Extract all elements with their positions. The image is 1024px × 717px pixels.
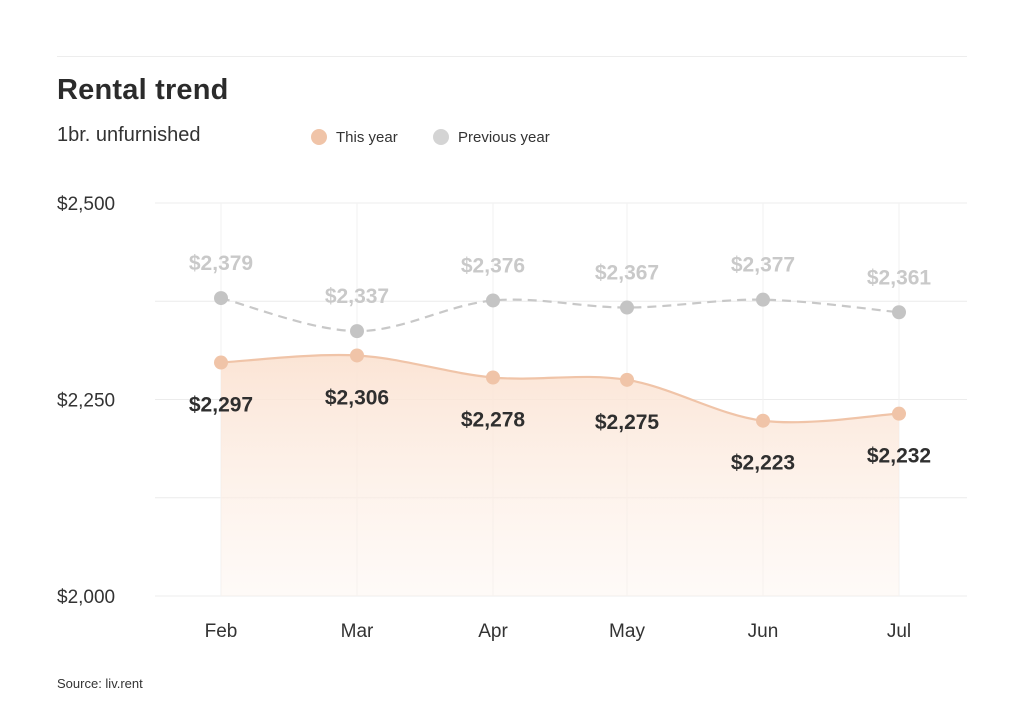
data-label-this-year: $2,278 [461,408,526,431]
x-tick-label: Feb [205,621,238,642]
data-label-this-year: $2,297 [189,394,253,417]
series-area-this-year [221,355,899,596]
data-label-this-year: $2,306 [325,386,389,409]
legend-item-previous-year: Previous year [433,127,550,147]
y-tick-label: $2,000 [57,587,115,608]
data-point-this-year [620,372,634,387]
legend-label-previous-year: Previous year [458,128,550,146]
data-label-this-year: $2,275 [595,411,660,434]
data-label-previous-year: $2,377 [731,254,795,277]
top-divider [57,56,967,57]
legend-label-this-year: This year [336,128,398,146]
data-point-this-year [892,406,906,421]
data-point-this-year [350,348,364,363]
data-point-this-year [214,355,228,370]
x-tick-label: Jul [887,621,911,642]
data-label-this-year: $2,232 [867,445,931,468]
y-tick-label: $2,500 [57,194,115,215]
data-point-this-year [486,370,500,385]
data-point-previous-year [486,293,500,308]
chart-subtitle: 1br. unfurnished [57,124,201,146]
chart-title: Rental trend [57,74,229,106]
legend-dot-icon [311,129,327,145]
y-tick-label: $2,250 [57,391,115,412]
data-label-previous-year: $2,337 [325,285,389,308]
x-tick-label: Apr [478,621,508,642]
series-line-previous-year [220,297,900,333]
data-point-previous-year [214,291,228,306]
data-point-previous-year [620,300,634,315]
data-label-previous-year: $2,367 [595,262,659,285]
legend-item-this-year: This year [311,127,398,147]
data-point-previous-year [756,292,770,307]
data-point-previous-year [892,305,906,320]
source-note: Source: liv.rent [57,676,143,691]
x-tick-label: May [609,621,645,642]
data-label-previous-year: $2,376 [461,254,525,277]
data-point-this-year [756,413,770,428]
legend-dot-icon [433,129,449,145]
data-point-previous-year [350,324,364,339]
data-label-previous-year: $2,379 [189,252,253,275]
data-label-previous-year: $2,361 [867,266,932,289]
x-tick-label: Mar [341,621,374,642]
series-line-this-year [220,353,900,424]
x-tick-label: Jun [748,621,779,642]
data-label-this-year: $2,223 [731,452,795,475]
